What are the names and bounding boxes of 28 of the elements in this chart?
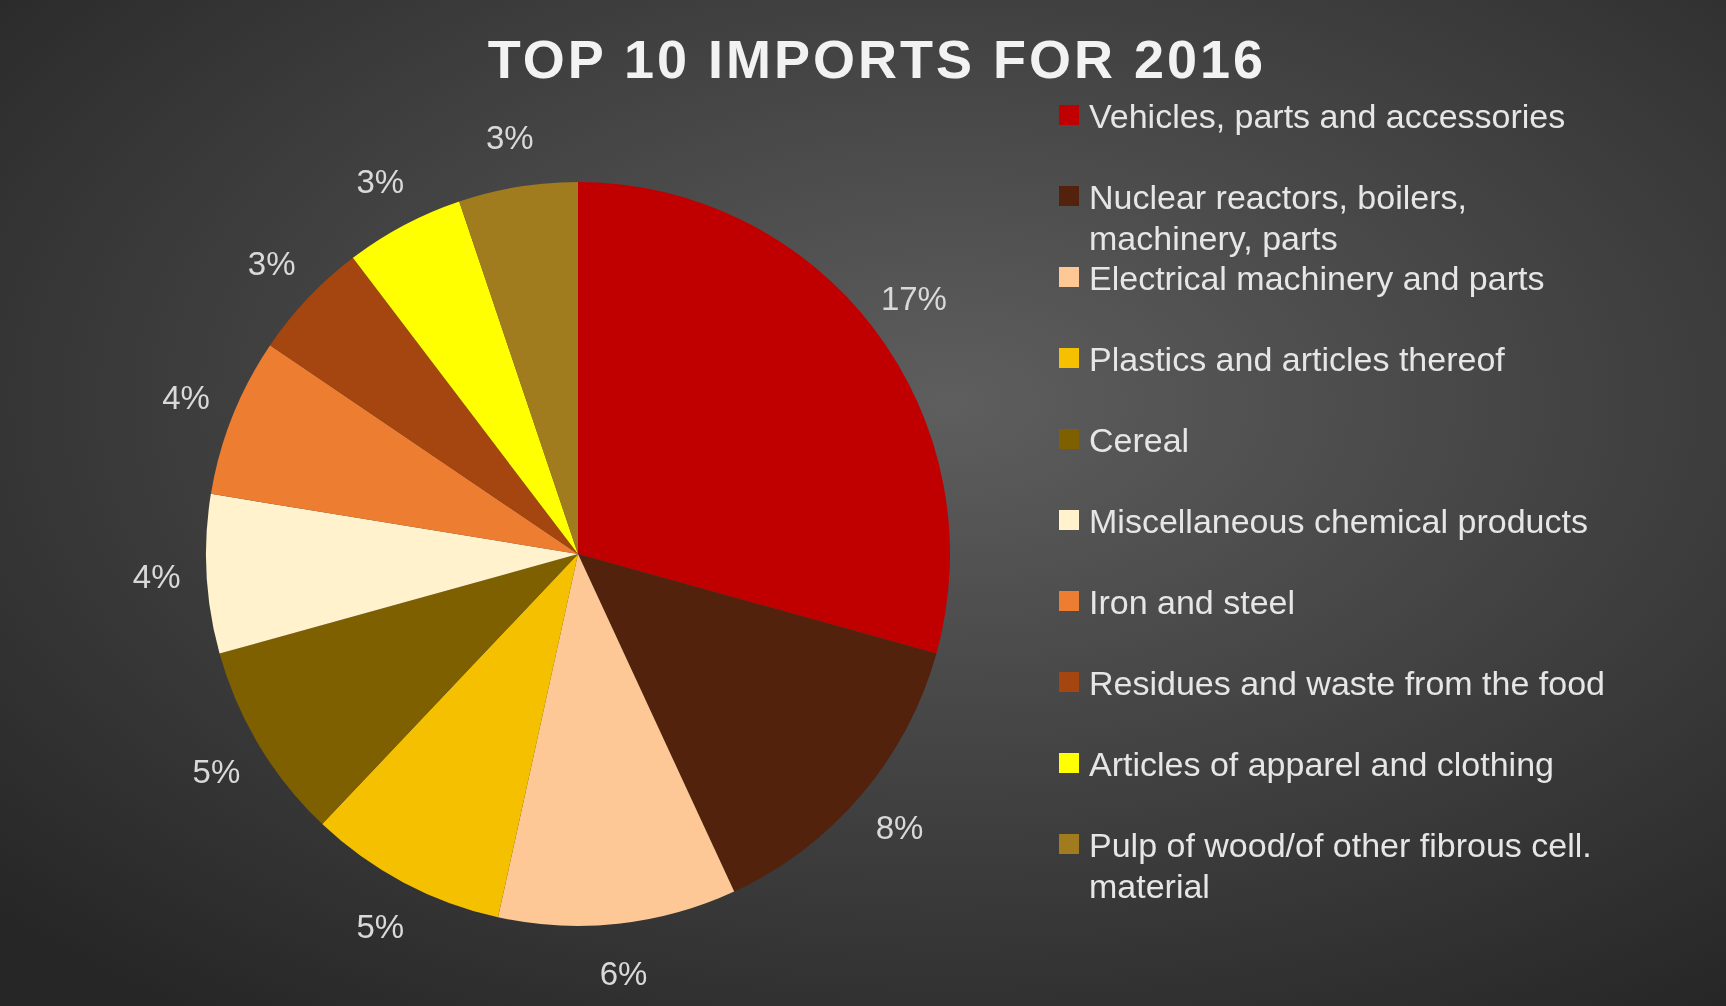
pie-slice [498, 554, 735, 926]
legend-label: Articles of apparel and clothing [1089, 744, 1554, 783]
legend-label: Nuclear reactors, boilers, machinery, parts [1089, 177, 1467, 257]
legend-label: Iron and steel [1089, 582, 1296, 621]
data-label: 3% [356, 162, 405, 200]
pie-slice [352, 201, 578, 554]
data-label: 4% [162, 379, 210, 417]
chart-title: TOP 10 IMPORTS FOR 2016 [487, 29, 1267, 89]
data-label: 5% [356, 908, 405, 946]
data-label: 5% [192, 753, 241, 791]
legend-label: Cereal [1089, 420, 1190, 459]
data-label: 3% [485, 119, 534, 157]
data-label: 6% [599, 955, 648, 993]
pie-slice [206, 493, 578, 654]
legend-label: Miscellaneous chemical products [1089, 501, 1588, 540]
legend-label: Pulp of wood/of other fibrous cell. material [1089, 825, 1592, 905]
data-label: 17% [880, 280, 947, 318]
pie-slice [210, 345, 578, 554]
legend-label: Plastics and articles thereof [1089, 339, 1506, 378]
legend-label: Electrical machinery and parts [1089, 258, 1545, 297]
pie-slice [578, 182, 950, 654]
pie-slice [459, 182, 578, 554]
pie-slice [578, 554, 937, 892]
data-label: 8% [875, 808, 924, 846]
legend-label: Residues and waste from the food [1089, 663, 1605, 702]
data-label: 4% [132, 558, 181, 596]
legend-label: Vehicles, parts and accessories [1089, 96, 1566, 135]
data-label: 3% [247, 245, 296, 283]
